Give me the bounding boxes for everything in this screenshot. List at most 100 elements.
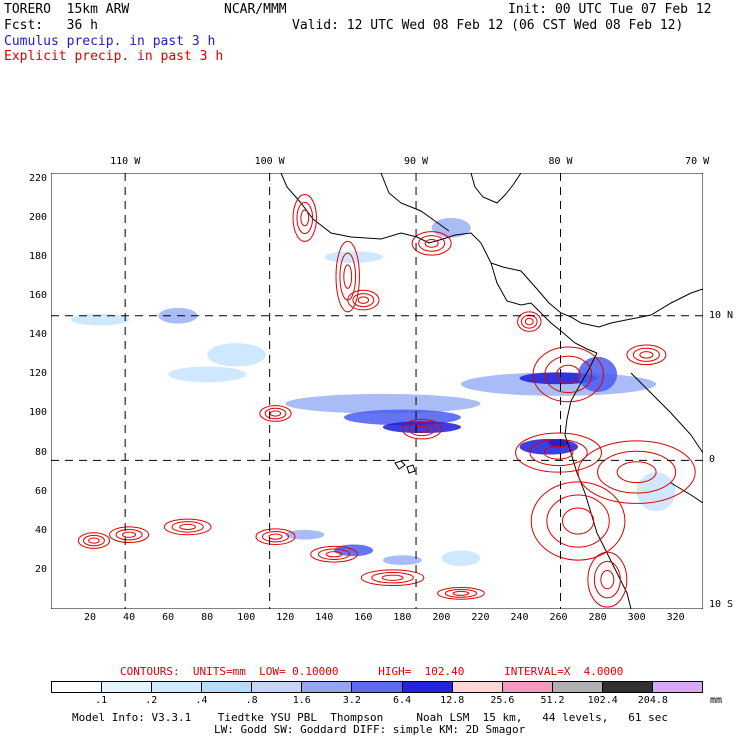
y-tick-label: 100 — [28, 407, 47, 419]
y-tick-label: 200 — [28, 211, 47, 223]
valid-time: Valid: 12 UTC Wed 08 Feb 12 (06 CST Wed … — [292, 18, 684, 33]
precip-colorbar — [51, 681, 703, 693]
explicit-contour — [577, 440, 696, 504]
coastline-north-sa — [610, 288, 703, 324]
lat-lon-grid — [51, 173, 703, 609]
explicit-contour — [444, 588, 478, 598]
coastline-central-america — [280, 173, 598, 354]
x-tick-label: 40 — [123, 612, 136, 623]
galapagos — [394, 460, 416, 474]
forecast-hour: Fcst: 36 h — [4, 18, 98, 33]
cumulus-precip-layer — [70, 217, 676, 566]
colorbar-swatch — [452, 682, 503, 692]
explicit-contour — [517, 311, 542, 332]
colorbar-label: .8 — [245, 695, 258, 706]
inland-border — [670, 482, 703, 504]
x-tick-label: 280 — [588, 612, 607, 623]
cumulus-cell — [285, 393, 481, 414]
x-tick-label: 300 — [627, 612, 646, 623]
colorbar-label: 3.2 — [342, 695, 361, 706]
y-tick-label: 160 — [28, 290, 47, 302]
explicit-contour — [520, 314, 538, 329]
explicit-contour — [109, 526, 150, 544]
y-tick-label: 180 — [28, 251, 47, 263]
longitude-label: 90 W — [403, 156, 429, 167]
explicit-contour — [296, 201, 314, 235]
coastline-caribbean — [490, 262, 612, 328]
colorbar-swatch — [352, 682, 403, 692]
explicit-contour — [357, 296, 370, 304]
colorbar-label: .4 — [195, 695, 208, 706]
cumulus-cell — [382, 555, 422, 566]
explicit-precip-contours — [77, 194, 696, 608]
explicit-contour — [452, 590, 470, 596]
explicit-contour — [292, 194, 317, 242]
explicit-contour — [414, 425, 429, 433]
explicit-contour — [325, 551, 343, 558]
explicit-contour — [401, 418, 442, 440]
latitude-label: 10 S — [709, 599, 734, 611]
longitude-label: 80 W — [548, 156, 573, 167]
explicit-contour — [83, 534, 105, 547]
explicit-contour — [597, 450, 677, 494]
colorbar-label: 25.6 — [490, 695, 515, 706]
explicit-contour — [544, 355, 593, 394]
longitude-label: 100 W — [254, 156, 285, 167]
x-tick-label: 200 — [432, 612, 451, 623]
explicit-contour — [616, 461, 657, 484]
explicit-contour — [264, 407, 287, 420]
y-tick-label: 80 — [34, 446, 47, 458]
field-cumulus-title: Cumulus precip. in past 3 h — [4, 34, 216, 49]
explicit-contour — [424, 238, 439, 248]
cumulus-cell — [207, 343, 266, 367]
colorbar-label: 102.4 — [587, 695, 618, 706]
explicit-contour — [77, 532, 111, 549]
cumulus-cell — [441, 550, 481, 566]
center-name: NCAR/MMM — [224, 2, 287, 17]
explicit-contour — [317, 548, 351, 560]
explicit-contour — [639, 351, 654, 359]
explicit-contour — [411, 231, 452, 256]
explicit-contour — [300, 209, 310, 227]
explicit-contour — [632, 347, 660, 362]
latitude-label: 0 — [709, 454, 716, 466]
explicit-contour — [335, 240, 360, 313]
colorbar-unit: mm — [709, 695, 723, 706]
explicit-contour — [269, 410, 282, 417]
explicit-contour — [437, 586, 485, 600]
x-tick-label: 320 — [666, 612, 685, 623]
x-tick-label: 260 — [549, 612, 568, 623]
colorbar-swatch — [102, 682, 153, 692]
explicit-contour — [352, 293, 375, 308]
explicit-contour — [593, 560, 621, 599]
y-tick-label: 60 — [34, 485, 47, 497]
coastline-south-america — [564, 352, 632, 609]
cumulus-cell — [548, 438, 569, 447]
model-info-line2: LW: Godd SW: Goddard DIFF: simple KM: 2D… — [214, 723, 526, 736]
explicit-contour — [556, 364, 581, 385]
x-tick-label: 60 — [162, 612, 175, 623]
x-tick-label: 160 — [354, 612, 373, 623]
explicit-contour — [530, 481, 626, 561]
y-tick-label: 20 — [34, 563, 47, 575]
explicit-contour — [626, 344, 667, 366]
coastline-yucatan — [470, 173, 522, 204]
explicit-contour — [546, 494, 610, 548]
x-tick-label: 140 — [315, 612, 334, 623]
cumulus-cell — [70, 313, 130, 326]
explicit-contour — [347, 289, 380, 311]
x-tick-label: 120 — [276, 612, 295, 623]
explicit-contour — [343, 264, 353, 289]
precipitation-map — [51, 173, 703, 609]
colorbar-swatch — [402, 682, 453, 692]
colorbar-label: 204.8 — [637, 695, 668, 706]
colorbar-label: 12.8 — [440, 695, 465, 706]
explicit-contour — [371, 572, 414, 584]
colorbar-swatch — [602, 682, 653, 692]
init-time: Init: 00 UTC Tue 07 Feb 12 — [508, 2, 712, 17]
explicit-contour — [171, 521, 204, 533]
cumulus-cell — [343, 409, 461, 426]
explicit-contour — [122, 531, 137, 538]
explicit-contour — [532, 346, 604, 403]
cumulus-cell — [431, 217, 471, 238]
